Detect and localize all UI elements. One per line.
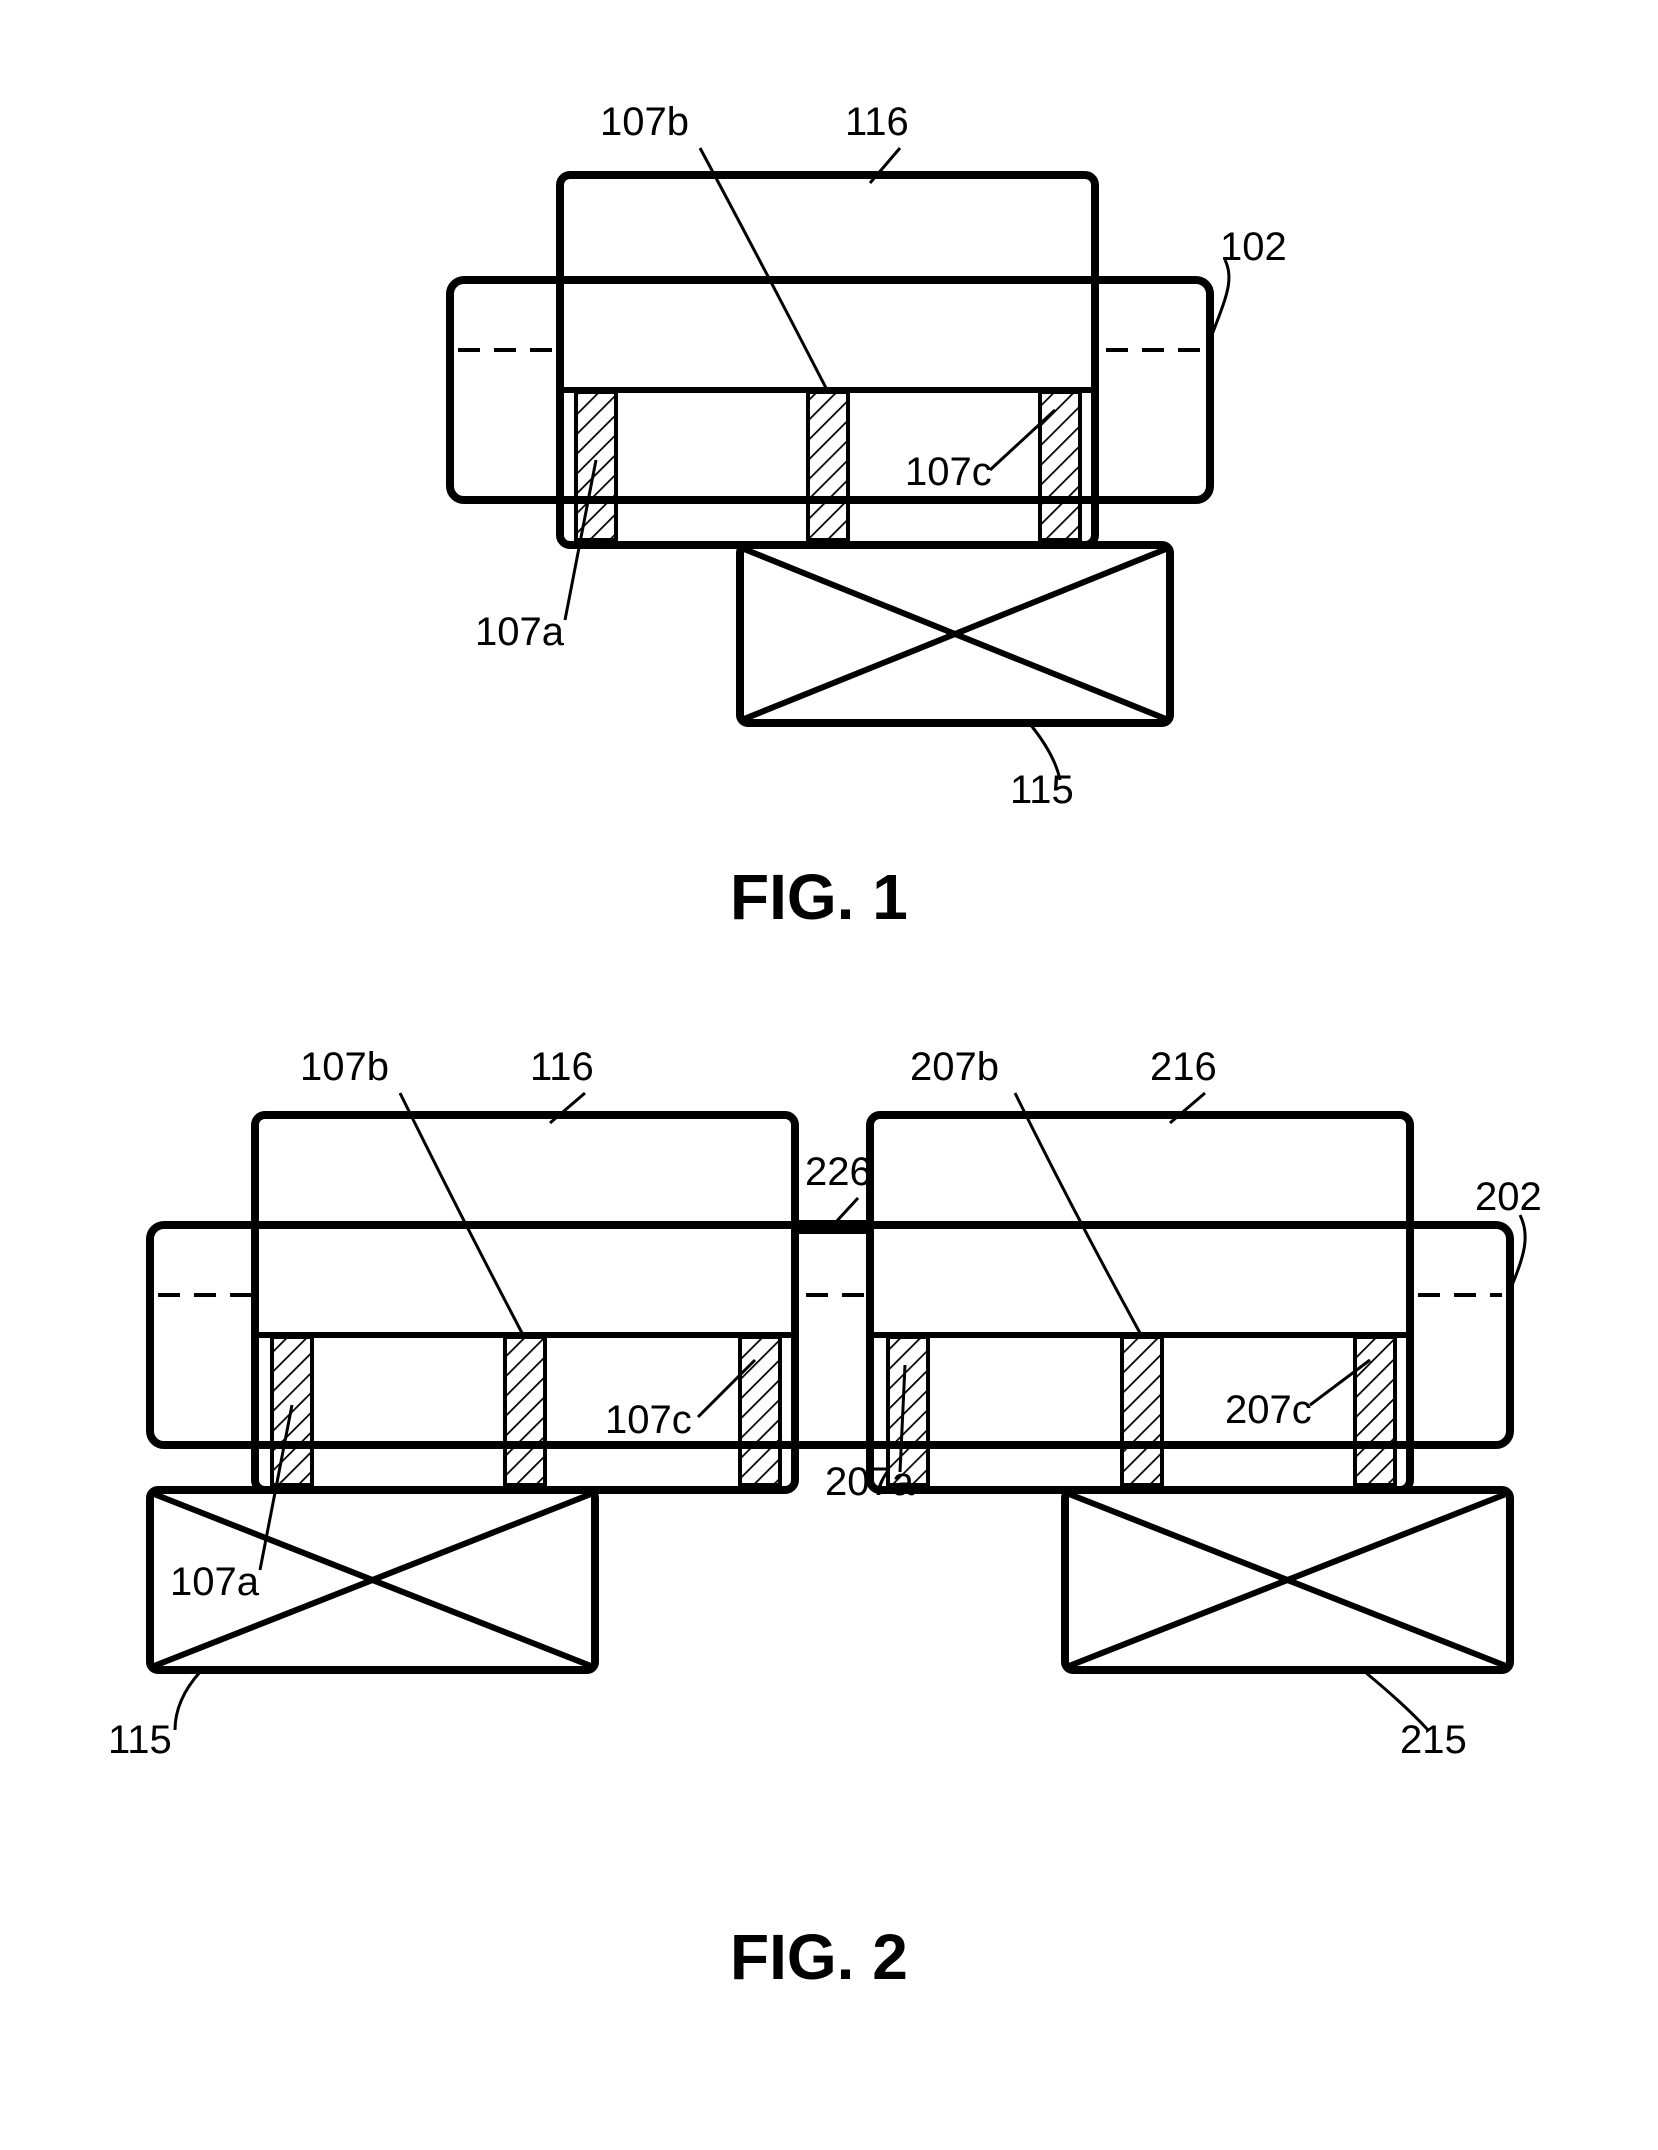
fig1-ref-102: 102 <box>1220 225 1287 270</box>
fig1-ref-107c: 107c <box>905 450 992 495</box>
fig2-ref-202: 202 <box>1475 1175 1542 1220</box>
fig2-ref-116: 116 <box>530 1045 594 1090</box>
fig1-caption: FIG. 1 <box>730 860 908 934</box>
fig2-ref-207b: 207b <box>910 1045 999 1090</box>
fig2-ref-215: 215 <box>1400 1718 1467 1763</box>
fig1 <box>450 148 1229 780</box>
fig2-ref-226: 226 <box>805 1150 872 1195</box>
fig1-lower-box <box>740 545 1170 723</box>
fig1-ref-116: 116 <box>845 100 909 145</box>
fig1-ref-107a: 107a <box>475 610 564 655</box>
fig2-ref-107c: 107c <box>605 1398 692 1443</box>
fig2-caption: FIG. 2 <box>730 1920 908 1994</box>
fig1-ref-115: 115 <box>1010 768 1074 813</box>
fig2-ref-216: 216 <box>1150 1045 1217 1090</box>
fig1-ref-107b: 107b <box>600 100 689 145</box>
fig2-ref-207c: 207c <box>1225 1388 1312 1433</box>
page: FIG. 1 FIG. 2 102 116 107b 107a 107c 115… <box>0 0 1658 2150</box>
fig2-lower-right-box <box>1065 1490 1510 1670</box>
fig2-ref-107b: 107b <box>300 1045 389 1090</box>
diagram-canvas <box>0 0 1658 2150</box>
fig2-ref-107a: 107a <box>170 1560 259 1605</box>
fig2-ref-207a: 207a <box>825 1460 914 1505</box>
fig2-ref-115: 115 <box>108 1718 172 1763</box>
